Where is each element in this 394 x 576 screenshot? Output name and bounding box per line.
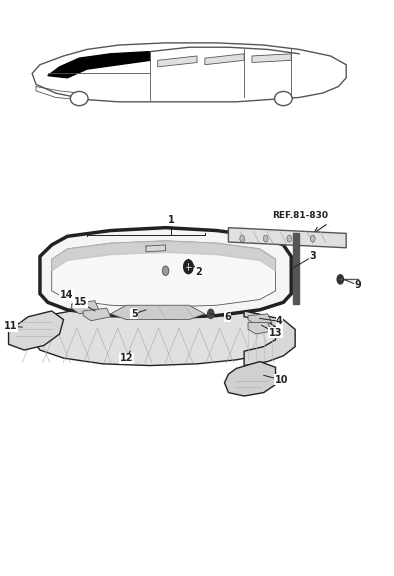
Text: 3: 3 xyxy=(309,251,316,262)
Text: 6: 6 xyxy=(224,312,231,322)
Polygon shape xyxy=(248,323,271,334)
Text: 5: 5 xyxy=(131,309,138,319)
Polygon shape xyxy=(248,314,271,325)
Polygon shape xyxy=(52,241,275,271)
Polygon shape xyxy=(158,56,197,67)
Text: REF.81-830: REF.81-830 xyxy=(273,211,329,220)
Polygon shape xyxy=(9,311,63,350)
Polygon shape xyxy=(146,245,165,252)
Polygon shape xyxy=(71,301,99,314)
Polygon shape xyxy=(229,228,346,248)
Polygon shape xyxy=(111,305,205,320)
Text: 1: 1 xyxy=(168,215,175,225)
Circle shape xyxy=(310,235,315,242)
Polygon shape xyxy=(48,52,150,78)
Polygon shape xyxy=(205,54,244,65)
Circle shape xyxy=(337,275,344,284)
Circle shape xyxy=(240,235,245,242)
Circle shape xyxy=(162,266,169,275)
Circle shape xyxy=(263,235,268,242)
Text: 14: 14 xyxy=(60,290,73,301)
Polygon shape xyxy=(40,228,291,318)
Text: 11: 11 xyxy=(4,321,17,332)
Polygon shape xyxy=(225,362,275,396)
Ellipse shape xyxy=(275,92,292,105)
Text: 10: 10 xyxy=(275,375,288,385)
Ellipse shape xyxy=(71,92,88,105)
Text: 13: 13 xyxy=(269,328,282,338)
Polygon shape xyxy=(252,54,291,63)
Polygon shape xyxy=(32,305,283,366)
Polygon shape xyxy=(293,233,299,304)
Circle shape xyxy=(184,260,193,274)
Text: 4: 4 xyxy=(276,316,283,327)
Polygon shape xyxy=(244,311,295,366)
Text: 2: 2 xyxy=(195,267,203,277)
Polygon shape xyxy=(32,43,346,102)
Circle shape xyxy=(208,309,214,319)
Text: 9: 9 xyxy=(355,280,361,290)
Text: 15: 15 xyxy=(74,297,87,308)
Polygon shape xyxy=(83,308,111,321)
Polygon shape xyxy=(52,241,275,307)
Circle shape xyxy=(287,235,292,242)
Text: 12: 12 xyxy=(120,353,133,363)
